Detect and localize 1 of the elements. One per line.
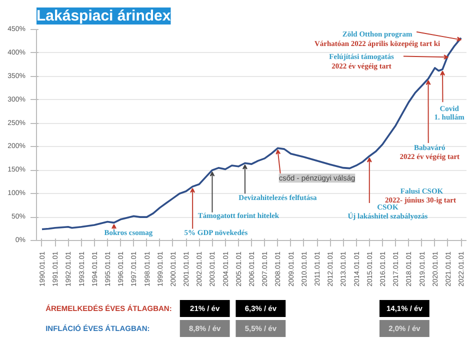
chart-title: Lakáspiaci árindex: [36, 8, 172, 24]
